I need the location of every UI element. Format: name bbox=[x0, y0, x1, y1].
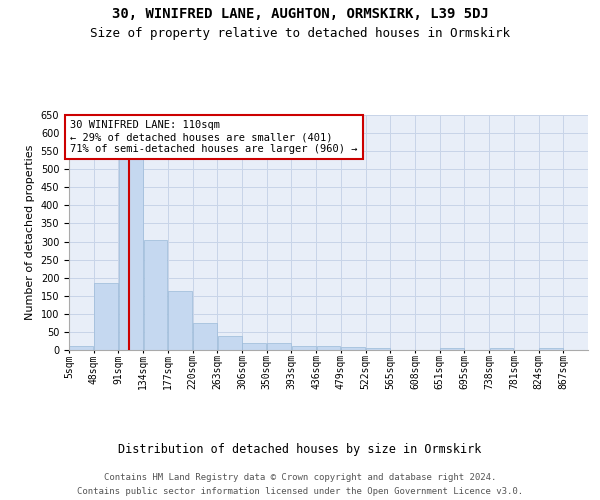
Bar bbox=[440, 348, 464, 350]
Text: 30 WINIFRED LANE: 110sqm
← 29% of detached houses are smaller (401)
71% of semi-: 30 WINIFRED LANE: 110sqm ← 29% of detach… bbox=[70, 120, 358, 154]
Bar bbox=[539, 348, 563, 350]
Bar bbox=[218, 336, 242, 350]
Bar bbox=[341, 347, 365, 350]
Text: 30, WINIFRED LANE, AUGHTON, ORMSKIRK, L39 5DJ: 30, WINIFRED LANE, AUGHTON, ORMSKIRK, L3… bbox=[112, 8, 488, 22]
Bar bbox=[143, 240, 167, 350]
Bar bbox=[242, 344, 266, 350]
Bar bbox=[119, 156, 143, 350]
Text: Distribution of detached houses by size in Ormskirk: Distribution of detached houses by size … bbox=[118, 442, 482, 456]
Bar bbox=[490, 348, 514, 350]
Bar bbox=[193, 323, 217, 350]
Bar bbox=[317, 346, 340, 350]
Bar bbox=[366, 348, 390, 350]
Text: Size of property relative to detached houses in Ormskirk: Size of property relative to detached ho… bbox=[90, 28, 510, 40]
Bar bbox=[70, 346, 93, 350]
Bar bbox=[267, 344, 291, 350]
Y-axis label: Number of detached properties: Number of detached properties bbox=[25, 145, 35, 320]
Text: Contains HM Land Registry data © Crown copyright and database right 2024.: Contains HM Land Registry data © Crown c… bbox=[104, 472, 496, 482]
Bar bbox=[292, 346, 316, 350]
Bar bbox=[94, 283, 118, 350]
Text: Contains public sector information licensed under the Open Government Licence v3: Contains public sector information licen… bbox=[77, 488, 523, 496]
Bar bbox=[169, 292, 192, 350]
